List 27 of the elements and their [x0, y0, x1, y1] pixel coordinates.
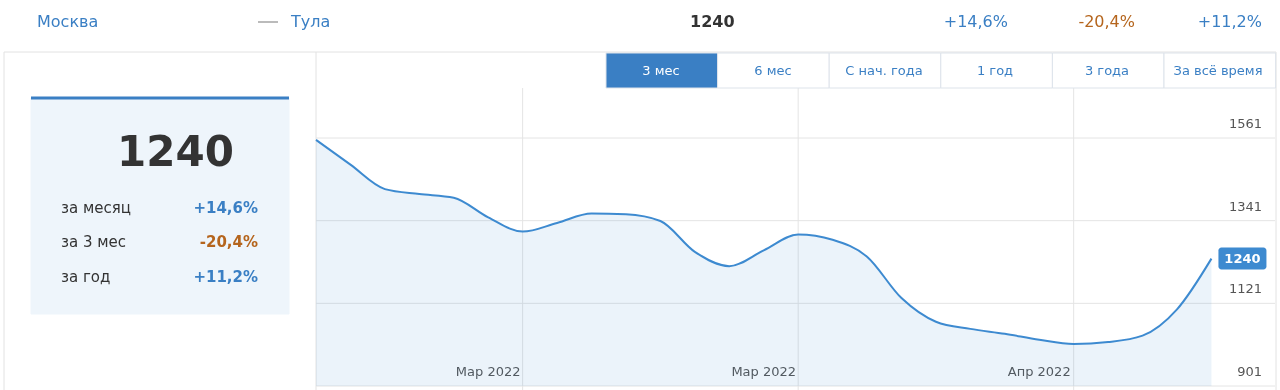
- text: -20,4%: [1078, 12, 1135, 31]
- x-tick-label: Апр 2022: [1007, 364, 1071, 379]
- text: 1 год: [976, 63, 1014, 78]
- text: за месяц: [61, 199, 131, 217]
- x-tick-label: Мар 2022: [455, 364, 521, 379]
- y-tick-label: 901: [1237, 364, 1262, 379]
- text: 6 мес: [754, 63, 792, 78]
- text: за год: [61, 268, 111, 286]
- text: 3 мес: [642, 63, 680, 78]
- text: -20,4%: [199, 233, 258, 251]
- y-tick-label: 1341: [1228, 198, 1262, 214]
- y-tick-label: 1121: [1228, 281, 1262, 297]
- text: +11,2%: [1197, 12, 1262, 31]
- y-tick-label: 1561: [1228, 116, 1262, 131]
- text: 3 года: [1084, 63, 1130, 78]
- text: +14,6%: [943, 12, 1008, 31]
- text: 1240: [117, 127, 234, 176]
- text: 1240: [690, 12, 735, 31]
- text: С нач. года: [845, 63, 923, 78]
- text: +11,2%: [193, 268, 258, 286]
- text: Москва: [37, 12, 99, 31]
- data-label: 1240: [1224, 250, 1261, 266]
- x-tick-label: Мар 2022: [731, 364, 797, 379]
- text: +14,6%: [193, 199, 258, 217]
- text: За всё время: [1173, 63, 1263, 78]
- text: за 3 мес: [61, 233, 127, 251]
- text: Тула: [290, 12, 331, 31]
